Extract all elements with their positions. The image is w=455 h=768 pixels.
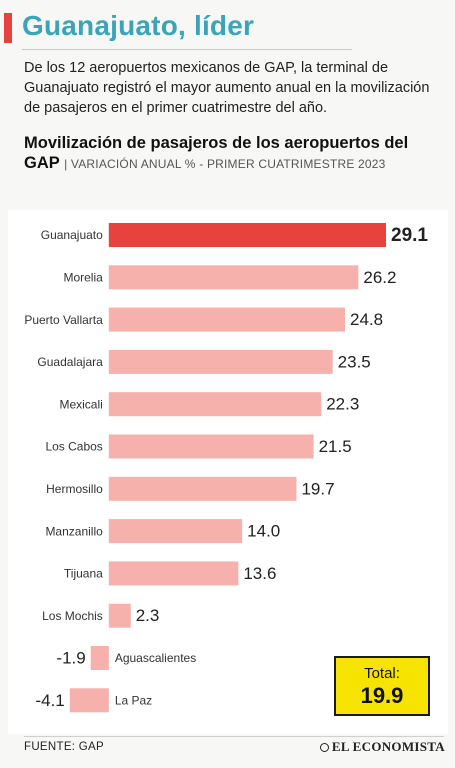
value-label: 26.2 [363, 268, 396, 287]
bar-hermosillo [108, 476, 297, 501]
bar-manzanillo [108, 519, 243, 544]
category-label: Tijuana [64, 567, 103, 581]
category-label: Los Mochis [42, 609, 103, 623]
chart-title-block: Movilización de pasajeros de los aeropue… [24, 133, 444, 174]
headline-divider [22, 49, 352, 50]
value-label: 2.3 [136, 606, 160, 625]
bar-los-cabos [108, 434, 314, 459]
value-label: 22.3 [326, 395, 359, 414]
value-label: 23.5 [338, 352, 371, 371]
bar-la-paz [69, 688, 109, 713]
footer-divider [24, 736, 444, 737]
value-label: -4.1 [35, 691, 64, 710]
category-label: Morelia [63, 270, 103, 284]
value-label: 19.7 [301, 479, 334, 498]
brand-name: EL ECONOMISTA [331, 739, 445, 754]
total-value: 19.9 [360, 683, 404, 708]
bar-los-mochis [108, 603, 131, 628]
bar-guanajuato [108, 223, 386, 247]
headline: Guanajuato, líder [22, 10, 255, 41]
category-label: Guanajuato [41, 228, 103, 242]
value-label: 24.8 [350, 310, 383, 329]
category-label: La Paz [115, 693, 152, 707]
bar-morelia [108, 265, 359, 290]
brand-mark-icon [319, 743, 329, 752]
bar-aguascalientes [90, 646, 109, 670]
value-label: 14.0 [247, 522, 280, 541]
category-label: Mexicali [59, 397, 102, 411]
category-label: Aguascalientes [115, 651, 196, 665]
brand-logo: EL ECONOMISTA [319, 739, 445, 755]
category-label: Puerto Vallarta [24, 313, 103, 327]
category-label: Manzanillo [45, 524, 103, 538]
total-box: Total: 19.9 [334, 656, 430, 716]
value-label: -1.9 [56, 648, 85, 667]
value-label: 29.1 [391, 225, 428, 246]
chart-panel: Guanajuato 29.1 Morelia 26.2 Puerto Vallarta… [8, 210, 448, 734]
bar-puerto-vallarta [108, 307, 346, 332]
category-label: Guadalajara [37, 355, 103, 369]
bar-guadalajara [108, 349, 333, 374]
category-label: Hermosillo [46, 482, 103, 496]
bar-tijuana [108, 561, 239, 586]
intro-text: De los 12 aeropuertos mexicanos de GAP, … [24, 60, 430, 116]
source-note: FUENTE: GAP [24, 741, 104, 753]
headline-accent-bar [4, 13, 12, 43]
chart-subtitle: | VARIACIÓN ANUAL % - PRIMER CUATRIMESTR… [64, 157, 386, 171]
chart-title: Movilización de pasajeros de los aeropue… [24, 134, 409, 172]
value-label: 13.6 [243, 564, 276, 583]
value-label: 21.5 [319, 437, 352, 456]
bar-chart: Guanajuato 29.1 Morelia 26.2 Puerto Vallarta… [24, 223, 428, 713]
total-label: Total: [364, 665, 400, 682]
category-label: Los Cabos [45, 440, 102, 454]
bar-mexicali [108, 392, 322, 417]
